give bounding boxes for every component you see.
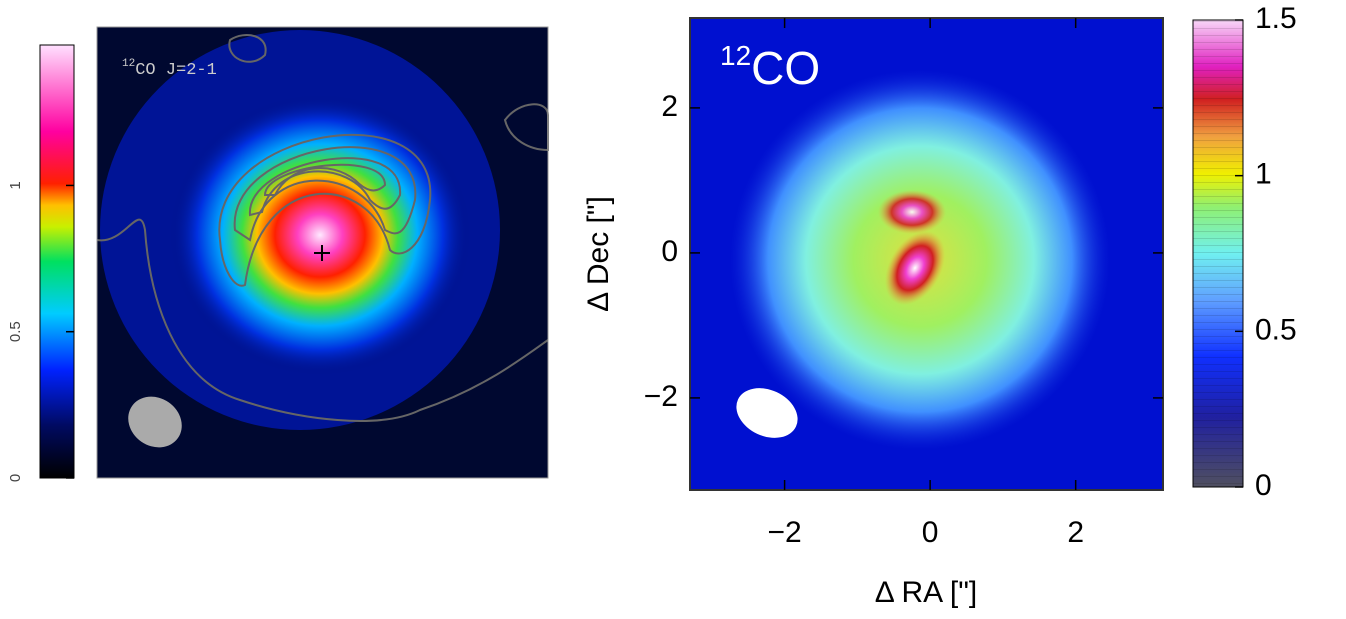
colorbar-tick-label: 0.5 [1255, 313, 1297, 346]
label-sup: 12 [720, 40, 751, 71]
emission-peak [878, 190, 946, 234]
colorbar [39, 44, 75, 479]
y-tick-label: −2 [644, 380, 678, 413]
y-axis-label: Δ Dec ["] [582, 196, 615, 312]
beam [128, 396, 182, 448]
label-text: CO J=2-1 [135, 61, 217, 80]
x-tick-label: −2 [767, 516, 801, 549]
x-tick-label: 0 [922, 516, 939, 549]
map-label: 12CO J=2-1 [122, 58, 217, 81]
y-tick-label: 0 [661, 235, 678, 268]
y-tick-label: 2 [661, 90, 678, 123]
map-label: 12CO [720, 40, 820, 94]
center-cross [314, 245, 330, 261]
beam [736, 388, 798, 438]
ticks: 0 0.5 1 0 0.5 1 1.5 −2 0 2 −2 0 2 [7, 2, 1297, 549]
colorbar-tick-label: 0 [1255, 469, 1272, 502]
colorbar-tick-label: 0 [7, 474, 24, 482]
label-text: CO [751, 42, 820, 94]
colorbar-bands [1193, 20, 1243, 487]
label-sup: 12 [122, 58, 135, 70]
x-tick-label: 2 [1067, 516, 1084, 549]
map-frame [689, 17, 1164, 491]
emission-peak [884, 231, 946, 305]
x-axis-label: Δ RA ["] [875, 576, 977, 609]
emission [170, 95, 470, 375]
colorbar-tick-label: 0.5 [7, 321, 24, 342]
colorbar-tick-label: 1 [7, 181, 24, 189]
colorbar-tick-label: 1.5 [1255, 2, 1297, 35]
map-frame [96, 26, 549, 479]
colorbar-tick-label: 1 [1255, 158, 1272, 191]
